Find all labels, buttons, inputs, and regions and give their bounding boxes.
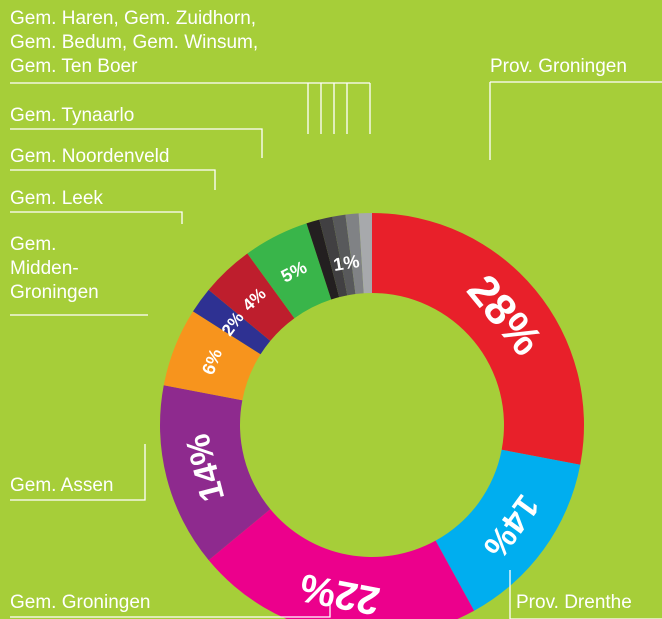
category-label-line: Gem. Assen xyxy=(10,475,114,496)
leader-line xyxy=(509,570,662,619)
category-label-line: Groningen xyxy=(10,282,99,303)
donut-slice xyxy=(332,214,356,296)
category-label-line: Midden- xyxy=(10,258,79,279)
category-label: Prov. Drenthe xyxy=(516,592,632,613)
category-label-line: Gem. xyxy=(10,234,56,255)
category-label: Gem. Leek xyxy=(10,188,103,209)
category-label: Gem. Assen xyxy=(10,475,114,496)
category-label-line: Prov. Drenthe xyxy=(516,592,632,613)
donut-slice xyxy=(163,311,261,401)
leader-line xyxy=(10,82,371,134)
category-label: Gem. Tynaarlo xyxy=(10,105,134,126)
category-label-line: Gem. Groningen xyxy=(10,592,150,613)
group-label: Gem. Ten Boer xyxy=(10,56,138,77)
leader-line xyxy=(10,128,263,158)
donut-slice xyxy=(193,289,271,355)
value-label: 1% xyxy=(332,251,361,275)
group-label: Gem. Haren, Gem. Zuidhorn, xyxy=(10,8,256,29)
leader-line xyxy=(10,169,216,190)
donut-slice xyxy=(345,213,364,295)
leader-line xyxy=(10,604,331,618)
donut-slice xyxy=(358,213,372,294)
donut-slice xyxy=(306,219,340,300)
category-label-line: Gem. Tynaarlo xyxy=(10,105,134,126)
donut-slice xyxy=(208,253,295,341)
donut-slice xyxy=(435,449,581,611)
leader-line xyxy=(10,444,146,501)
category-label-line: Gem. Leek xyxy=(10,188,103,209)
category-label: Gem. Noordenveld xyxy=(10,146,169,167)
leader-line xyxy=(489,81,662,160)
leader-line xyxy=(10,211,183,224)
group-label: Gem. Bedum, Gem. Winsum, xyxy=(10,32,258,53)
donut-slice xyxy=(247,223,332,319)
category-label: Gem. Groningen xyxy=(10,592,150,613)
category-label-line: Gem. Noordenveld xyxy=(10,146,169,167)
donut-slice xyxy=(319,216,348,298)
category-label: Gem. Midden- Groningen xyxy=(10,234,99,303)
donut-slice xyxy=(372,213,584,465)
category-label: Prov. Groningen xyxy=(490,56,627,77)
category-label-line: Prov. Groningen xyxy=(490,56,627,77)
donut-slice xyxy=(208,509,475,619)
donut-slice xyxy=(159,385,271,561)
